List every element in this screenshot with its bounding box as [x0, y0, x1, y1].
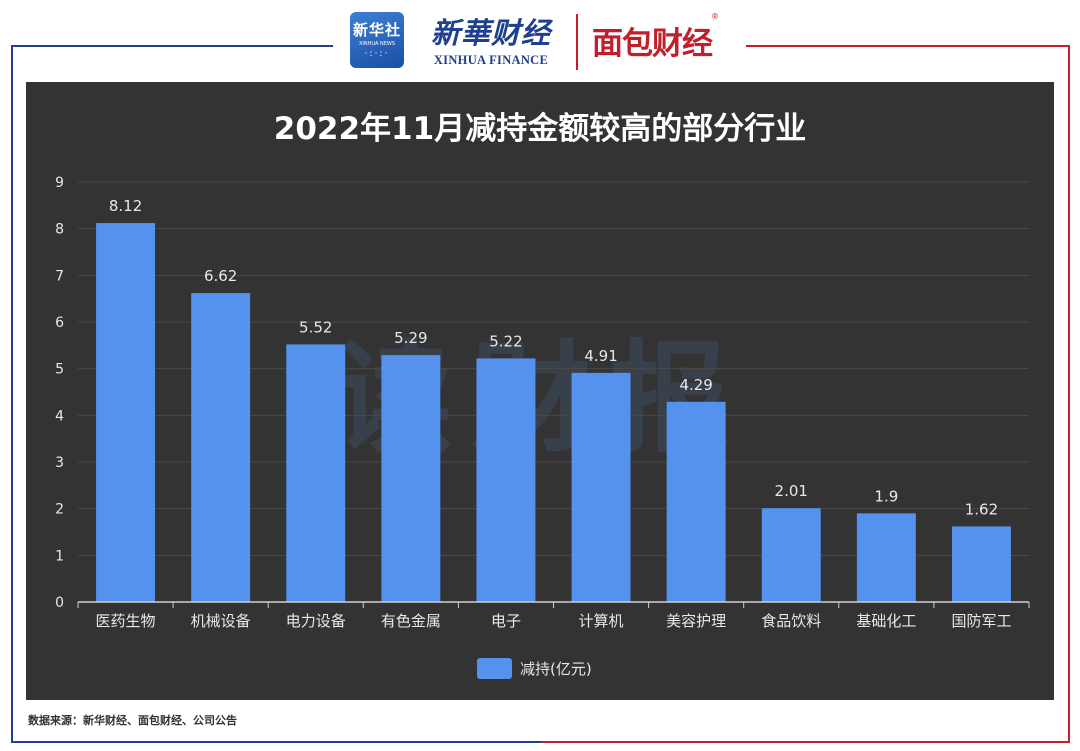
frame-line-red-top — [746, 45, 1070, 47]
x-tick-label: 有色金属 — [381, 612, 441, 630]
bar-value-label: 8.12 — [109, 197, 142, 215]
x-tick-label: 医药生物 — [96, 612, 156, 630]
frame-line-red-bottom — [541, 741, 1070, 743]
xinhua-finance-logo-cn: 新華财经 — [430, 16, 551, 50]
y-tick-label: 5 — [55, 362, 64, 378]
bars: 8.12 6.62 5.52 5.29 5.22 4.91 4.29 2.01 1.9 1.62 — [96, 197, 1011, 603]
bar-value-label: 5.52 — [299, 318, 332, 336]
x-tick-label: 计算机 — [579, 612, 624, 630]
bar-value-label: 5.22 — [489, 332, 522, 350]
xinhua-logo-sub: XINHUA NEWS — [358, 41, 396, 47]
bar-8[interactable] — [761, 508, 821, 602]
bar-value-label: 1.62 — [965, 500, 998, 518]
x-tick-label: 机械设备 — [191, 612, 251, 630]
bar-3[interactable] — [286, 344, 346, 602]
x-tick-label: 电力设备 — [286, 612, 346, 630]
bar-4[interactable] — [381, 355, 441, 602]
chart-title: 2022年11月减持金额较高的部分行业 — [274, 111, 806, 147]
logo-divider — [576, 14, 578, 70]
y-tick-label: 8 — [55, 222, 64, 238]
network-dots-icon: ·:·:· — [364, 49, 390, 59]
xinhua-finance-logo: 新華财经 XINHUA FINANCE — [416, 10, 566, 68]
y-tick-label: 2 — [55, 502, 64, 518]
frame-line-blue-top — [11, 45, 333, 47]
x-tick-label: 美容护理 — [666, 612, 726, 630]
legend[interactable]: 减持(亿元) — [477, 658, 592, 679]
frame-line-blue-side — [11, 45, 13, 743]
xinhua-news-logo: 新华社 XINHUA NEWS ·:·:· — [350, 12, 404, 68]
mianbao-finance-logo: 面包财经 ® — [592, 12, 719, 63]
y-tick-label: 7 — [55, 268, 64, 284]
y-tick-label: 0 — [55, 595, 64, 611]
x-tick-label: 基础化工 — [856, 612, 916, 630]
legend-label: 减持(亿元) — [520, 660, 592, 678]
bar-2[interactable] — [191, 293, 251, 602]
legend-swatch — [477, 658, 512, 679]
bar-5[interactable] — [476, 358, 536, 602]
y-tick-label: 1 — [55, 548, 64, 564]
bar-value-label: 4.91 — [584, 347, 617, 365]
bar-1[interactable] — [96, 223, 156, 603]
frame-line-red-side — [1068, 45, 1070, 743]
bar-value-label: 2.01 — [775, 482, 808, 500]
registered-mark: ® — [711, 12, 719, 21]
source-note: 数据来源：新华财经、面包财经、公司公告 — [28, 714, 237, 727]
y-tick-label: 3 — [55, 455, 64, 471]
bar-value-label: 4.29 — [679, 376, 712, 394]
x-tick-label: 国防军工 — [951, 612, 1011, 630]
xinhua-logo-name: 新华社 — [352, 21, 401, 39]
bar-6[interactable] — [571, 372, 631, 602]
bar-9[interactable] — [856, 513, 916, 602]
bar-value-label: 5.29 — [394, 329, 427, 347]
xinhua-finance-logo-en: XINHUA FINANCE — [433, 53, 549, 67]
chart-panel: 读财报 2022年11月减持金额较高的部分行业 8.12 6.62 5.52 5.29… — [26, 82, 1054, 700]
y-tick-label: 6 — [55, 315, 64, 331]
bar-value-label: 6.62 — [204, 267, 237, 285]
bar-chart: 读财报 2022年11月减持金额较高的部分行业 8.126.625.525.29… — [55, 111, 1030, 679]
x-tick-label: 电子 — [491, 612, 521, 630]
y-tick-label: 9 — [55, 175, 64, 191]
axes: 0 1 2 3 4 5 6 7 8 9 医药生物 机械设备 电力设备 有色金属 电子 计算机 美容护理 食品饮料 基… — [55, 175, 1030, 630]
bar-7[interactable] — [666, 401, 726, 602]
frame-line-blue-bottom — [11, 741, 541, 743]
x-tick-label: 食品饮料 — [761, 612, 821, 630]
bar-10[interactable] — [951, 526, 1011, 602]
bar-value-label: 1.9 — [874, 487, 898, 505]
y-tick-label: 4 — [55, 408, 64, 424]
mianbao-logo-text: 面包财经 — [592, 26, 713, 62]
